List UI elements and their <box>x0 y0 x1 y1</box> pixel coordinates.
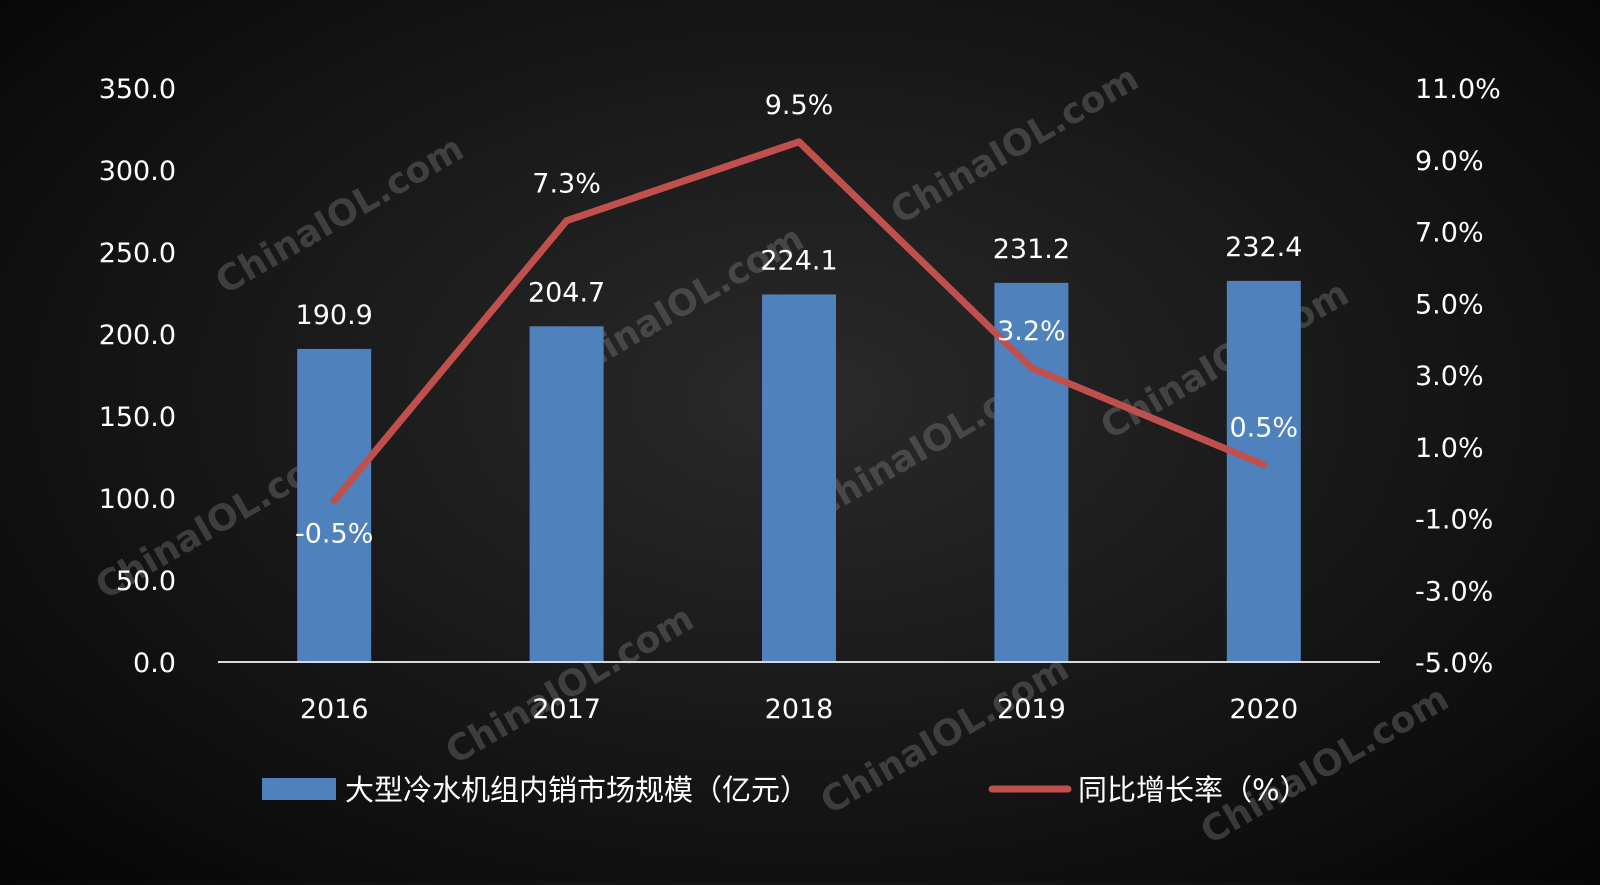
y-left-tick-label: 50.0 <box>116 566 176 597</box>
watermark: ChinaIOL.com <box>814 648 1076 823</box>
y-right-tick-label: 7.0% <box>1415 218 1484 249</box>
legend-label-line: 同比增长率（%） <box>1078 773 1309 807</box>
growth-value-label: 3.2% <box>997 316 1066 347</box>
x-tick-label: 2017 <box>532 694 601 725</box>
growth-point <box>1260 461 1268 469</box>
bar <box>529 326 604 662</box>
growth-value-label: 7.3% <box>532 169 601 200</box>
y-right-tick-label: -1.0% <box>1415 505 1493 536</box>
y-right-tick-label: 1.0% <box>1415 433 1484 464</box>
growth-value-label: -0.5% <box>295 519 373 550</box>
y-right-tick-label: -3.0% <box>1415 576 1493 607</box>
y-right-tick-label: -5.0% <box>1415 648 1493 679</box>
bar-value-label: 224.1 <box>760 245 837 276</box>
bar-value-label: 231.2 <box>993 234 1070 265</box>
watermark: ChinaIOL.com <box>1094 273 1356 448</box>
growth-point <box>795 138 803 146</box>
watermark: ChinaIOL.com <box>884 58 1146 233</box>
watermark: ChinaIOL.com <box>209 128 471 303</box>
y-left-tick-label: 0.0 <box>133 648 176 679</box>
bar-value-label: 204.7 <box>528 277 605 308</box>
y-right-tick-label: 5.0% <box>1415 289 1484 320</box>
bar-value-label: 232.4 <box>1225 232 1302 263</box>
y-right-tick-label: 3.0% <box>1415 361 1484 392</box>
legend-swatch-bar <box>262 778 336 800</box>
y-left-tick-label: 150.0 <box>99 402 176 433</box>
bar <box>297 348 372 662</box>
bar-value-label: 190.9 <box>296 300 373 331</box>
y-left-tick-label: 300.0 <box>99 156 176 187</box>
bar <box>762 294 836 662</box>
x-tick-label: 2018 <box>765 694 834 725</box>
growth-point <box>330 497 338 505</box>
bar <box>1226 280 1301 662</box>
x-tick-label: 2016 <box>300 694 369 725</box>
growth-value-label: 9.5% <box>765 90 834 121</box>
x-tick-label: 2020 <box>1229 694 1298 725</box>
y-left-tick-label: 350.0 <box>99 74 176 105</box>
growth-value-label: 0.5% <box>1229 413 1298 444</box>
y-left-tick-label: 200.0 <box>99 320 176 351</box>
y-left-tick-label: 250.0 <box>99 238 176 269</box>
legend-label-bar: 大型冷水机组内销市场规模（亿元） <box>345 773 809 807</box>
growth-point <box>1027 364 1035 372</box>
growth-point <box>563 217 571 225</box>
y-right-tick-label: 11.0% <box>1415 74 1501 105</box>
y-right-tick-label: 9.0% <box>1415 146 1484 177</box>
y-left-tick-label: 100.0 <box>99 484 176 515</box>
x-tick-label: 2019 <box>997 694 1066 725</box>
